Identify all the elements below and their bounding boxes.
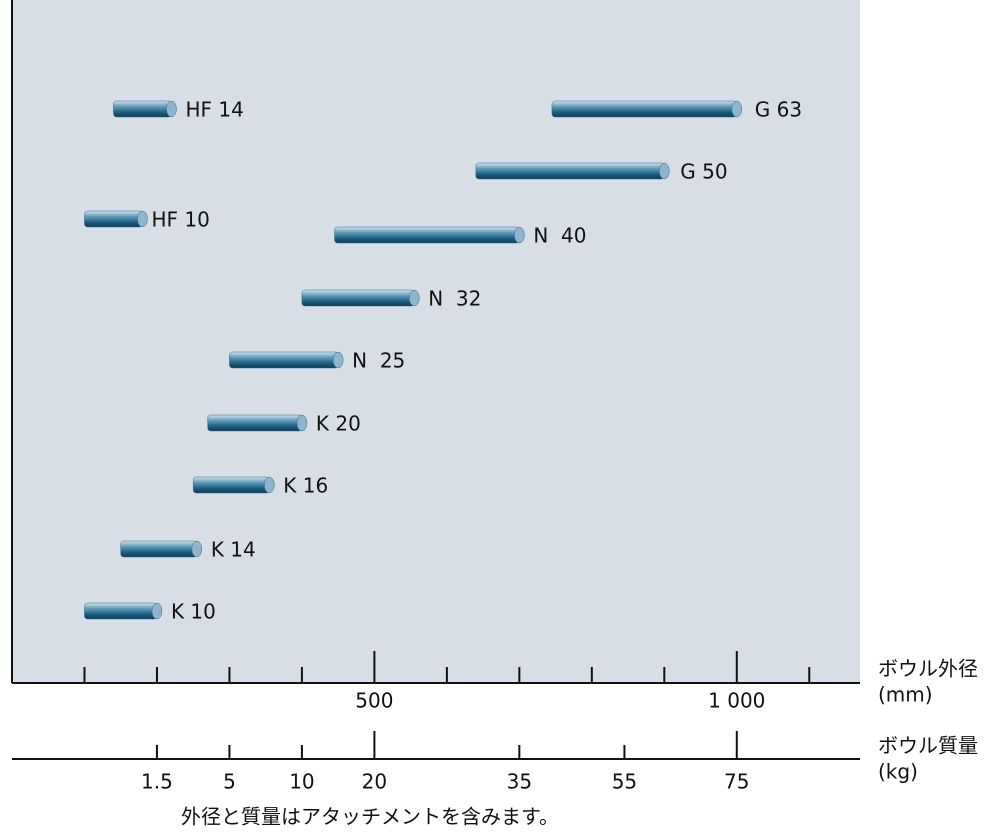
bar-end xyxy=(151,602,163,620)
axis-title: ボウル外径 xyxy=(878,657,978,681)
bar-label: HF 14 xyxy=(185,98,243,122)
bar-end xyxy=(514,226,525,244)
bar xyxy=(192,476,270,494)
bar-end xyxy=(731,100,743,118)
axis-title: (kg) xyxy=(878,760,918,784)
bar-end xyxy=(296,414,308,432)
bar xyxy=(229,351,339,369)
x-tick-label: 500 xyxy=(355,689,393,713)
bar-end xyxy=(191,540,203,558)
bar-label: K 20 xyxy=(316,412,361,436)
bar-end xyxy=(137,210,148,228)
axis-title: (mm) xyxy=(878,683,933,707)
bar xyxy=(84,602,158,620)
bar-end xyxy=(409,289,420,307)
bar-label: G 50 xyxy=(680,160,727,184)
bar xyxy=(84,210,143,228)
axis-title: ボウル質量 xyxy=(878,734,978,758)
bar xyxy=(301,289,415,307)
bar-label: N 32 xyxy=(428,287,481,311)
bar xyxy=(207,414,303,432)
bar-end xyxy=(659,162,670,180)
x-tick-label: 1 000 xyxy=(708,689,765,713)
bar-end xyxy=(166,100,177,118)
bar-end xyxy=(332,351,344,369)
bar-label: G 63 xyxy=(755,98,802,122)
bar xyxy=(334,226,520,244)
mass-tick-label: 20 xyxy=(362,770,387,794)
bar xyxy=(113,100,172,118)
bar-label: HF 10 xyxy=(151,208,209,232)
mass-tick-label: 1.5 xyxy=(141,770,173,794)
bar-end xyxy=(264,476,275,494)
bar xyxy=(120,540,198,558)
bar-label: N 25 xyxy=(352,349,405,373)
bar-label: K 14 xyxy=(211,538,256,562)
mass-tick-label: 5 xyxy=(223,770,236,794)
mass-tick-label: 35 xyxy=(507,770,532,794)
footnote: 外径と質量はアタッチメントを含みます。 xyxy=(181,805,559,829)
mass-tick-label: 10 xyxy=(289,770,314,794)
mass-tick-label: 75 xyxy=(724,770,749,794)
bar xyxy=(551,100,738,118)
bar xyxy=(475,162,665,180)
mass-tick-label: 55 xyxy=(612,770,637,794)
bar-label: K 10 xyxy=(171,600,216,624)
bar-label: N 40 xyxy=(533,224,586,248)
bar-label: K 16 xyxy=(283,474,328,498)
